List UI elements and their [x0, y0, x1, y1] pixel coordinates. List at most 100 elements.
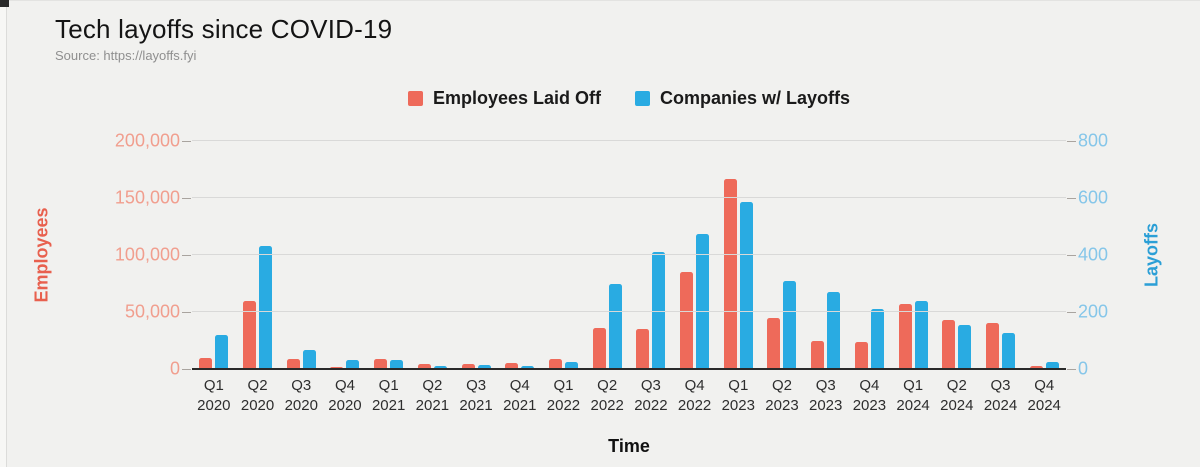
- y-tick-label-right: 400: [1078, 244, 1109, 265]
- legend-item-employees[interactable]: Employees Laid Off: [407, 88, 601, 109]
- y-tick-label-right: 600: [1078, 187, 1109, 208]
- legend-swatch-companies-icon: [635, 91, 650, 106]
- x-tick-label: Q3 2020: [284, 377, 318, 414]
- bar-group-q1-2022: [542, 141, 586, 369]
- bar-group-q4-2020: [323, 141, 367, 369]
- x-tick-label: Q4 2021: [503, 377, 537, 414]
- bar-employees[interactable]: [723, 178, 737, 369]
- bar-companies[interactable]: [739, 202, 753, 369]
- bar-employees[interactable]: [986, 323, 999, 369]
- bar-employees[interactable]: [548, 358, 562, 369]
- legend-swatch-employees-icon: [407, 91, 423, 106]
- chart-title: Tech layoffs since COVID-19: [55, 14, 393, 44]
- tick-mark-left: [182, 140, 191, 142]
- bar-companies[interactable]: [390, 360, 404, 369]
- x-axis-baseline: [192, 368, 1066, 370]
- bar-companies[interactable]: [521, 366, 535, 369]
- bar-group-q2-2020: [236, 141, 280, 369]
- x-tick-label: Q3 2022: [634, 377, 668, 414]
- legend-item-companies[interactable]: Companies w/ Layoffs: [635, 88, 850, 109]
- bar-group-q1-2023: [716, 141, 760, 369]
- bar-group-q1-2021: [367, 141, 411, 369]
- bar-companies[interactable]: [259, 246, 273, 369]
- y-tick-label-left: 200,000: [114, 130, 180, 151]
- tick-mark-left: [182, 311, 191, 313]
- plot-area: [182, 140, 1076, 370]
- bar-employees[interactable]: [942, 319, 956, 369]
- bar-series-container: [192, 141, 1066, 369]
- bar-employees[interactable]: [374, 358, 388, 369]
- bar-companies[interactable]: [914, 300, 928, 369]
- x-tick-label: Q1 2022: [546, 377, 581, 414]
- bar-group-q2-2024: [935, 141, 979, 369]
- x-tick-label: Q1 2021: [371, 377, 406, 414]
- tick-mark-right: [1067, 311, 1076, 313]
- bar-employees[interactable]: [811, 340, 825, 369]
- bar-companies[interactable]: [827, 292, 841, 369]
- bar-companies[interactable]: [696, 233, 710, 369]
- bar-group-q4-2024: [1022, 141, 1066, 369]
- x-tick-label: Q2 2021: [415, 377, 450, 414]
- y-tick-label-left: 0: [169, 358, 180, 379]
- bar-group-q3-2021: [454, 141, 498, 369]
- bar-employees[interactable]: [680, 272, 694, 369]
- y-axis-ticks-right: 0 200 400 600 800: [1078, 131, 1158, 379]
- x-tick-label: Q2 2022: [590, 377, 624, 414]
- bar-companies[interactable]: [958, 324, 972, 369]
- x-axis-title: Time: [608, 436, 650, 456]
- bar-employees[interactable]: [854, 341, 868, 369]
- tick-mark-left: [182, 254, 191, 256]
- bar-companies[interactable]: [1045, 361, 1059, 369]
- window-top-edge: [0, 0, 1200, 1]
- y-axis-ticks-left: 0 50,000 100,000 150,000 200,000: [0, 131, 180, 379]
- x-tick-label: Q4 2022: [677, 377, 712, 414]
- bar-group-q3-2024: [979, 141, 1023, 369]
- x-tick-label: Q4 2024: [1027, 377, 1061, 414]
- tick-mark-left: [182, 368, 191, 370]
- bar-companies[interactable]: [783, 280, 797, 369]
- bar-companies[interactable]: [215, 334, 229, 369]
- bar-companies[interactable]: [477, 364, 491, 369]
- x-tick-label: Q4 2023: [852, 377, 887, 414]
- bar-employees[interactable]: [505, 363, 519, 369]
- gridline: [192, 140, 1066, 141]
- bar-group-q4-2023: [848, 141, 892, 369]
- tick-mark-right: [1067, 197, 1076, 199]
- bar-companies[interactable]: [1002, 333, 1015, 369]
- bar-group-q1-2024: [891, 141, 935, 369]
- y-tick-label-left: 100,000: [114, 244, 180, 265]
- bar-employees[interactable]: [286, 358, 300, 369]
- x-tick-label: Q4 2020: [328, 377, 362, 414]
- window-left-edge: [0, 0, 7, 467]
- gridline: [192, 197, 1066, 198]
- y-tick-label-left: 50,000: [124, 301, 180, 322]
- bar-employees[interactable]: [417, 364, 431, 369]
- gridline: [192, 254, 1066, 255]
- legend-label-employees: Employees Laid Off: [432, 88, 601, 108]
- chart-legend: Employees Laid Off Companies w/ Layoffs: [192, 88, 1066, 109]
- bar-companies[interactable]: [302, 350, 316, 369]
- bar-employees[interactable]: [243, 300, 257, 369]
- bar-companies[interactable]: [652, 252, 666, 369]
- x-tick-label: Q3 2021: [459, 377, 493, 414]
- bar-employees[interactable]: [1029, 365, 1043, 369]
- bar-employees[interactable]: [461, 364, 475, 369]
- bar-companies[interactable]: [433, 366, 447, 369]
- bar-companies[interactable]: [870, 309, 884, 369]
- bar-group-q2-2021: [411, 141, 455, 369]
- bar-group-q3-2023: [804, 141, 848, 369]
- bar-employees[interactable]: [767, 317, 781, 369]
- bar-companies[interactable]: [564, 361, 578, 369]
- bar-employees[interactable]: [898, 304, 912, 369]
- legend-label-companies: Companies w/ Layoffs: [660, 88, 851, 108]
- bar-group-q3-2022: [629, 141, 673, 369]
- bar-employees[interactable]: [592, 327, 606, 369]
- bar-companies[interactable]: [346, 360, 360, 369]
- bar-employees[interactable]: [636, 329, 650, 369]
- bar-group-q4-2021: [498, 141, 542, 369]
- bar-employees[interactable]: [330, 366, 344, 369]
- bar-employees[interactable]: [199, 357, 213, 369]
- bar-companies[interactable]: [608, 283, 622, 369]
- y-tick-label-right: 200: [1078, 301, 1109, 322]
